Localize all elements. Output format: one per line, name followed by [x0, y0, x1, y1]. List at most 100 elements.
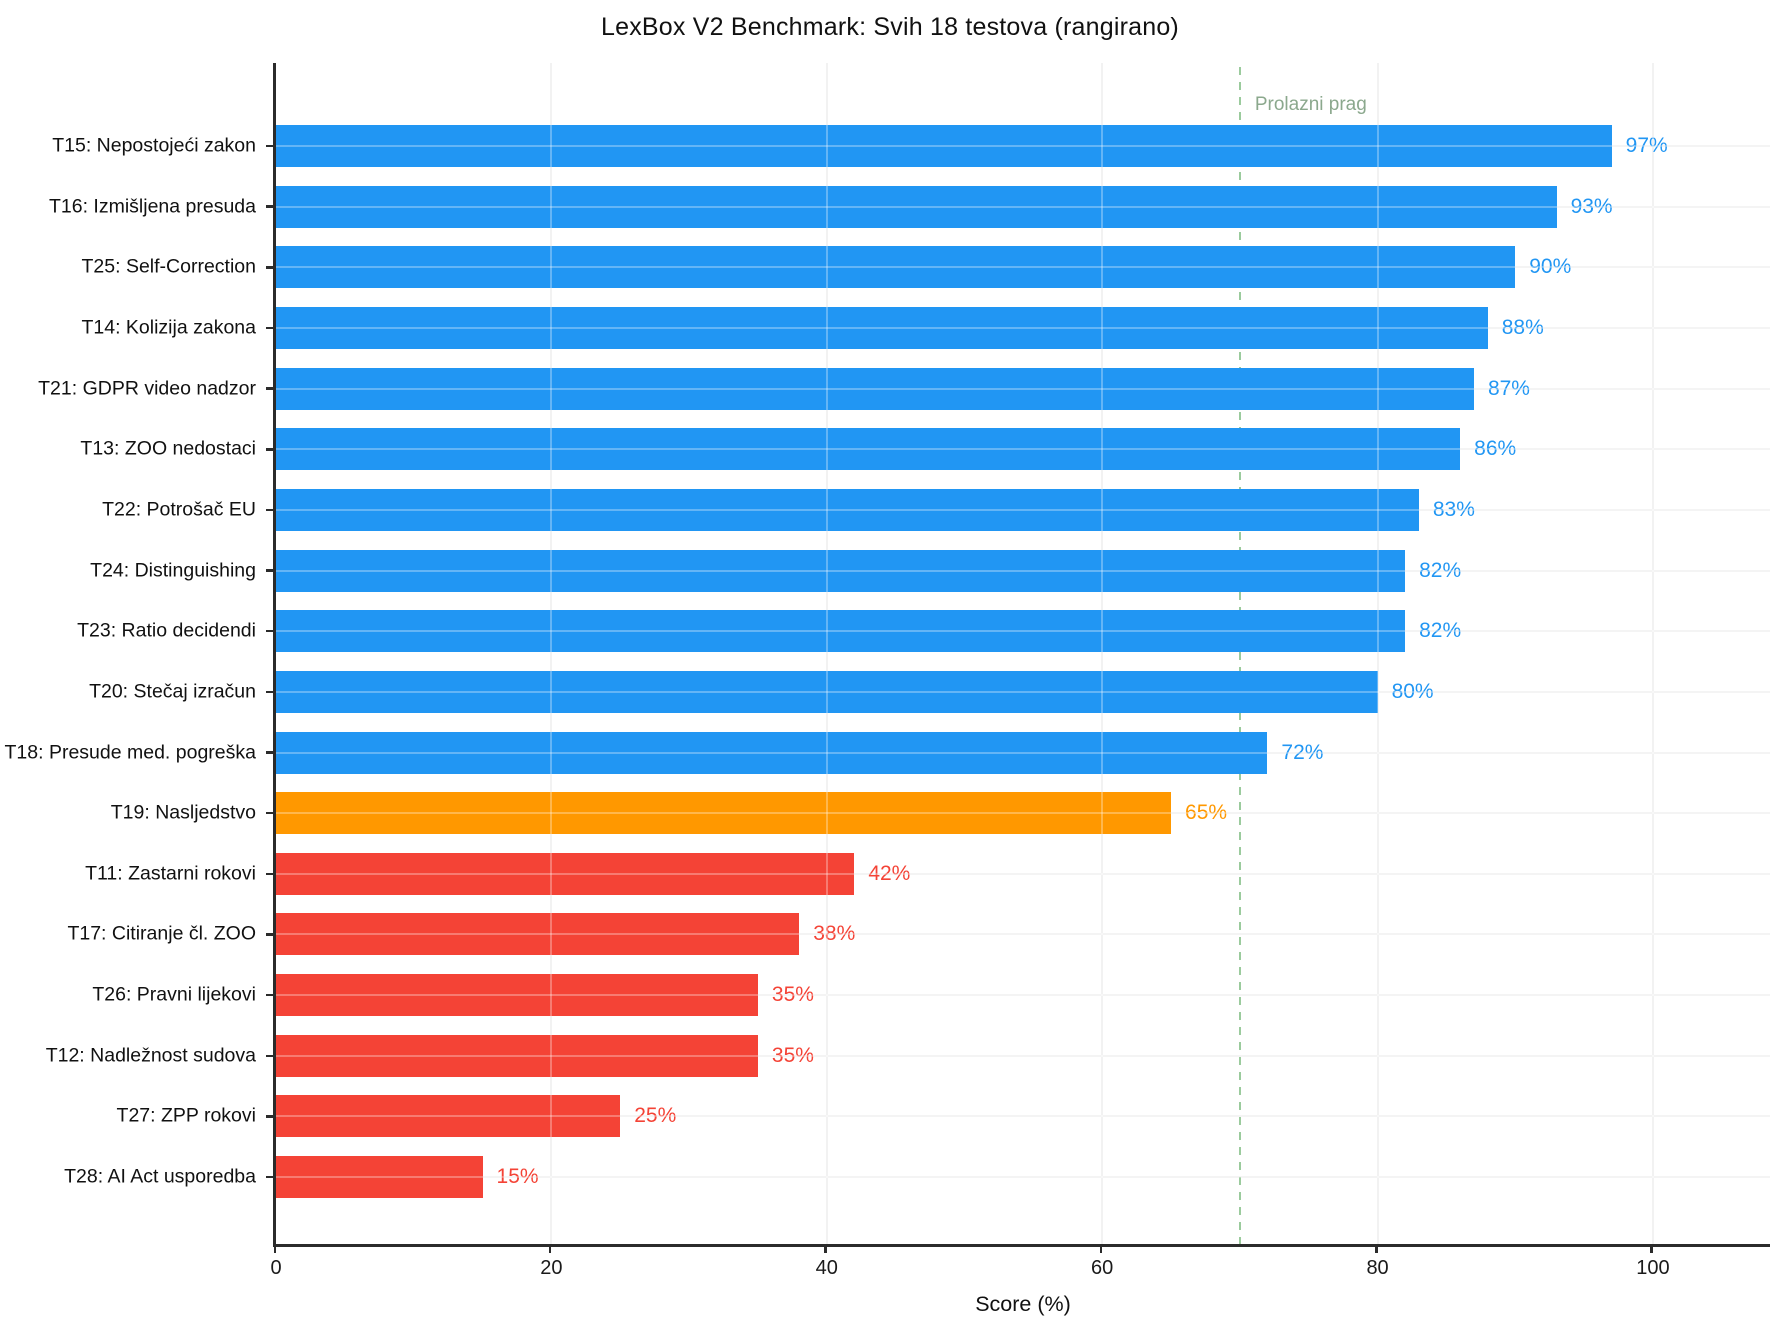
bar-value-label: 15%: [496, 1165, 539, 1189]
vertical-gridline-overlay: [1651, 63, 1654, 1244]
bar-value-label: 25%: [634, 1104, 677, 1128]
x-tick-label: 100: [1636, 1257, 1670, 1279]
bar-value-label: 35%: [771, 983, 814, 1007]
bar-t22: [276, 488, 1419, 531]
bar-t16: [276, 185, 1557, 228]
threshold-label: Prolazni prag: [1254, 94, 1367, 115]
horizontal-gridline-overlay: [276, 205, 1770, 208]
x-tick-label: 0: [270, 1257, 282, 1279]
x-tick-mark: [548, 1244, 552, 1253]
category-label: T19: Nasljedstvo: [110, 801, 256, 824]
bar-value-label: 35%: [771, 1043, 814, 1067]
horizontal-gridline: [276, 872, 1770, 875]
y-tick-mark: [266, 205, 276, 208]
y-tick-mark: [266, 933, 276, 936]
category-label: T12: Nadležnost sudova: [45, 1044, 256, 1067]
horizontal-gridline-overlay: [276, 812, 1770, 815]
category-label: T25: Self-Correction: [81, 255, 256, 278]
bar-value-label: 93%: [1570, 194, 1613, 218]
threshold-line: [1238, 67, 1241, 1244]
bar-value-label: 83%: [1432, 497, 1475, 521]
horizontal-gridline-overlay: [276, 448, 1770, 451]
horizontal-gridline: [276, 994, 1770, 997]
y-tick-mark: [266, 266, 276, 269]
horizontal-gridline-overlay: [276, 630, 1770, 633]
bar-t18: [276, 731, 1268, 774]
horizontal-gridline-overlay: [276, 872, 1770, 875]
y-tick-mark: [266, 811, 276, 815]
bar-value-label: 88%: [1501, 315, 1544, 339]
y-tick-mark: [266, 448, 276, 451]
bar-t27: [276, 1095, 621, 1138]
horizontal-gridline-overlay: [276, 1115, 1770, 1118]
horizontal-gridline-overlay: [276, 569, 1770, 572]
x-tick-mark: [1099, 1244, 1103, 1253]
plot-area: Prolazni prag 97% 93% 90% 88% 87% 86% 83% 82% 82…: [266, 63, 1770, 1316]
vertical-gridline: [1376, 63, 1379, 1244]
bar-value-label: 90%: [1529, 255, 1572, 279]
category-label: T20: Stečaj izračun: [89, 680, 256, 703]
bar-t14: [276, 306, 1488, 349]
category-label: T18: Presude med. pogreška: [4, 741, 256, 763]
category-label: T26: Pravni lijekovi: [92, 983, 256, 1006]
bar-t21: [276, 367, 1474, 410]
category-label: T13: ZOO nedostaci: [80, 437, 256, 460]
vertical-gridline-overlay: [825, 63, 828, 1244]
vertical-gridline: [550, 63, 553, 1244]
bar-t12: [276, 1034, 758, 1077]
horizontal-gridline-overlay: [276, 690, 1770, 693]
bar-t26: [276, 974, 758, 1017]
y-tick-mark: [266, 690, 276, 694]
bar-value-label: 82%: [1419, 558, 1462, 582]
y-tick-mark: [266, 387, 276, 390]
y-tick-mark: [266, 326, 276, 330]
x-tick-mark: [1375, 1244, 1378, 1253]
horizontal-gridline: [276, 1115, 1770, 1118]
y-tick-mark: [266, 1175, 276, 1179]
category-label: T15: Nepostojeći zakon: [52, 134, 256, 157]
y-tick-mark: [266, 629, 276, 633]
category-label: T17: Citiranje čl. ZOO: [67, 922, 256, 945]
y-tick-mark: [266, 508, 276, 512]
bar-t24: [276, 549, 1406, 592]
horizontal-gridline-overlay: [276, 326, 1770, 329]
horizontal-gridline-overlay: [276, 933, 1770, 936]
bar-t28: [276, 1156, 483, 1199]
chart-title: LexBox V2 Benchmark: Svih 18 testova (ra…: [601, 13, 1179, 41]
vertical-gridline-overlay: [550, 63, 553, 1244]
x-tick-mark: [1650, 1244, 1653, 1253]
category-label: T11: Zastarni rokovi: [85, 862, 256, 885]
category-label: T16: Izmišljena presuda: [48, 195, 256, 218]
vertical-gridline-overlay: [1376, 63, 1379, 1244]
vertical-gridline: [1651, 63, 1654, 1244]
x-tick-mark: [273, 1244, 276, 1253]
y-tick-mark: [266, 872, 276, 876]
horizontal-gridline: [276, 933, 1770, 936]
y-tick-mark: [266, 1115, 276, 1118]
x-tick-label: 60: [1091, 1257, 1114, 1279]
horizontal-gridline: [276, 1176, 1770, 1179]
bar-value-label: 42%: [868, 861, 911, 885]
bar-value-label: 82%: [1419, 619, 1462, 643]
y-tick-mark: [266, 993, 276, 997]
bar-t25: [276, 246, 1516, 289]
bar-t23: [276, 610, 1406, 653]
bar-t11: [276, 852, 855, 895]
horizontal-gridline-overlay: [276, 387, 1770, 390]
bar-value-label: 86%: [1474, 437, 1517, 461]
category-label: T24: Distinguishing: [90, 559, 256, 582]
x-axis-label: Score (%): [975, 1292, 1071, 1316]
bar-value-label: 97%: [1625, 134, 1668, 157]
x-tick-label: 40: [815, 1257, 838, 1279]
bar-value-label: 65%: [1185, 801, 1228, 825]
category-label: T22: Potrošač EU: [102, 498, 256, 521]
category-label: T28: AI Act usporedba: [64, 1165, 256, 1188]
bar-value-label: 38%: [813, 922, 856, 946]
bar-t19: [276, 792, 1172, 835]
horizontal-gridline-overlay: [276, 1176, 1770, 1179]
bar-value-label: 80%: [1391, 679, 1434, 703]
vertical-gridline: [825, 63, 828, 1244]
y-tick-mark: [266, 144, 276, 148]
horizontal-gridline-overlay: [276, 994, 1770, 997]
